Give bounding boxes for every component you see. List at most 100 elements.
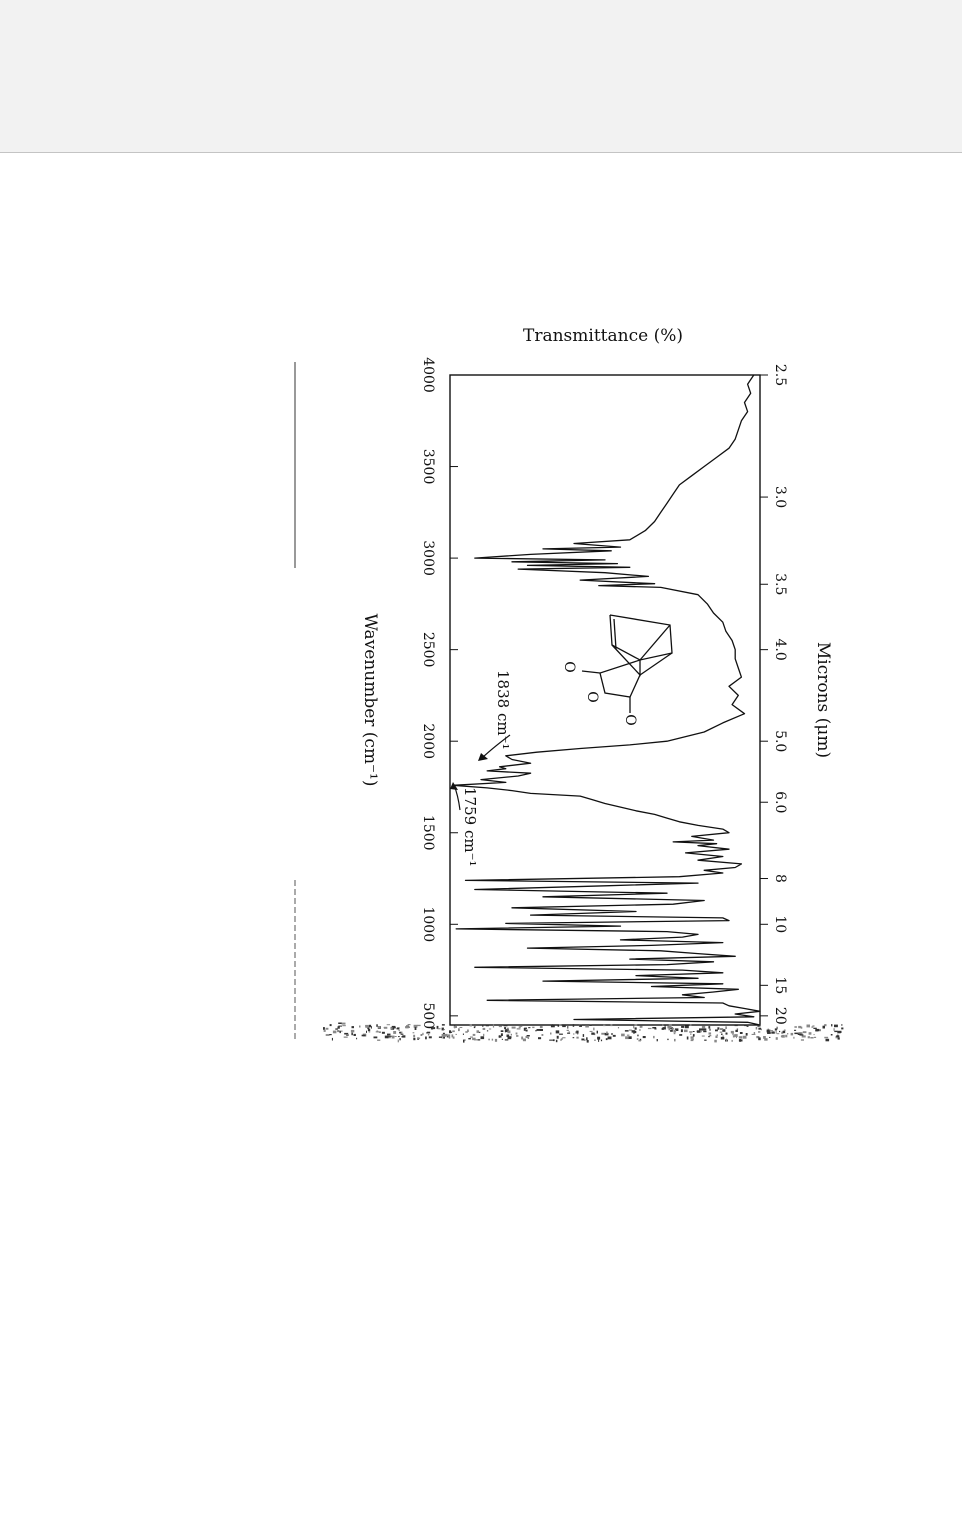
scan-speck xyxy=(329,1024,332,1027)
scan-speck xyxy=(612,1034,616,1037)
scan-speck xyxy=(837,1030,842,1033)
scan-speck xyxy=(557,1025,560,1027)
structure-oxygen-2: O xyxy=(584,691,600,702)
scan-speck xyxy=(668,1027,671,1031)
scan-speck xyxy=(378,1031,381,1033)
scan-speck xyxy=(668,1024,672,1027)
scan-speck xyxy=(402,1035,406,1038)
micron-tick-label: 2.5 xyxy=(772,364,788,386)
micron-tick-label: 10 xyxy=(772,915,788,933)
scan-speck xyxy=(692,1031,695,1032)
wavenumber-tick-label: 2500 xyxy=(420,632,436,668)
scan-speck xyxy=(488,1028,492,1030)
scan-speck xyxy=(802,1031,807,1034)
scan-speck xyxy=(511,1026,516,1029)
scan-speck xyxy=(813,1036,817,1038)
scan-speck xyxy=(633,1025,635,1029)
scan-speck xyxy=(413,1024,418,1028)
scan-speck xyxy=(504,1039,509,1041)
annotation-1759: 1759 cm⁻¹ xyxy=(461,787,479,867)
scan-speck xyxy=(552,1024,554,1027)
scan-speck xyxy=(700,1030,702,1033)
scan-speck xyxy=(463,1039,465,1043)
scan-speck xyxy=(735,1035,737,1039)
annotation-1838-arrowhead xyxy=(478,753,488,761)
scan-speck xyxy=(719,1031,723,1033)
scan-speck xyxy=(413,1034,416,1038)
scan-speck xyxy=(452,1030,455,1033)
scan-speck xyxy=(536,1029,540,1031)
scan-speck xyxy=(775,1037,778,1040)
scan-speck xyxy=(341,1022,346,1025)
scan-speck xyxy=(431,1027,436,1030)
scan-speck xyxy=(482,1025,484,1027)
scan-speck xyxy=(359,1025,361,1028)
scan-speck xyxy=(799,1034,804,1036)
x-axis-title: Wavenumber (cm⁻¹) xyxy=(360,614,380,787)
scan-speck xyxy=(541,1034,544,1036)
wavenumber-tick-label: 1500 xyxy=(420,815,436,851)
scan-speck xyxy=(720,1036,725,1040)
scan-speck xyxy=(492,1024,495,1028)
scan-speck xyxy=(841,1027,844,1030)
scan-speck xyxy=(582,1034,585,1037)
micron-tick-label: 20 xyxy=(772,1007,788,1025)
scan-speck xyxy=(510,1033,512,1036)
scan-speck xyxy=(498,1025,502,1028)
scan-speck xyxy=(824,1036,829,1039)
scan-speck xyxy=(708,1026,711,1029)
scan-speck xyxy=(753,1032,756,1035)
scan-speck xyxy=(833,1028,835,1031)
scan-speck xyxy=(573,1033,575,1035)
scan-speck xyxy=(556,1035,559,1039)
scan-speck xyxy=(412,1032,415,1034)
scan-speck xyxy=(577,1033,579,1035)
scan-speck xyxy=(776,1033,780,1035)
scan-speck xyxy=(758,1024,761,1027)
scan-speck xyxy=(338,1025,342,1027)
scan-speck xyxy=(368,1031,371,1033)
scan-speck xyxy=(732,1035,735,1038)
scan-speck xyxy=(596,1030,598,1034)
scan-speck xyxy=(725,1032,728,1035)
scan-speck xyxy=(476,1030,479,1033)
scan-speck xyxy=(576,1036,579,1039)
wavenumber-tick-label: 4000 xyxy=(420,357,436,393)
scan-speck xyxy=(815,1029,819,1032)
scan-speck xyxy=(603,1024,606,1027)
scan-speck xyxy=(572,1024,575,1027)
scan-speck xyxy=(485,1024,489,1027)
scan-speck xyxy=(414,1027,417,1030)
scan-speck xyxy=(633,1031,635,1034)
scan-speck xyxy=(808,1032,812,1035)
scan-speck xyxy=(494,1038,498,1042)
scan-speck xyxy=(621,1033,625,1037)
scan-speck xyxy=(690,1039,694,1042)
scan-speck xyxy=(715,1029,718,1032)
scan-speck xyxy=(717,1027,720,1030)
scan-speck xyxy=(491,1038,494,1041)
scan-speck xyxy=(746,1025,749,1027)
scan-speck xyxy=(368,1024,372,1028)
scan-speck xyxy=(329,1034,332,1036)
scan-speck xyxy=(448,1036,451,1039)
scan-speck xyxy=(323,1029,326,1032)
scan-speck xyxy=(526,1035,530,1037)
bridge-bond-a xyxy=(611,644,641,677)
secondary-axis-title: Microns (μm) xyxy=(813,642,833,758)
scan-speck xyxy=(757,1025,759,1027)
scan-speck xyxy=(722,1035,724,1037)
scan-speck xyxy=(361,1034,366,1037)
scan-speck xyxy=(356,1037,358,1040)
scan-speck xyxy=(437,1028,441,1030)
y-axis-title: Transmittance (%) xyxy=(523,326,683,346)
scan-speck xyxy=(581,1038,585,1041)
scan-speck xyxy=(611,1033,613,1035)
scan-speck xyxy=(598,1039,600,1042)
scan-speck xyxy=(800,1026,803,1029)
scan-speck xyxy=(674,1038,676,1042)
scan-speck xyxy=(397,1039,399,1043)
scan-speck xyxy=(550,1032,552,1035)
scan-speck xyxy=(673,1032,676,1035)
micron-tick-label: 15 xyxy=(772,976,788,994)
